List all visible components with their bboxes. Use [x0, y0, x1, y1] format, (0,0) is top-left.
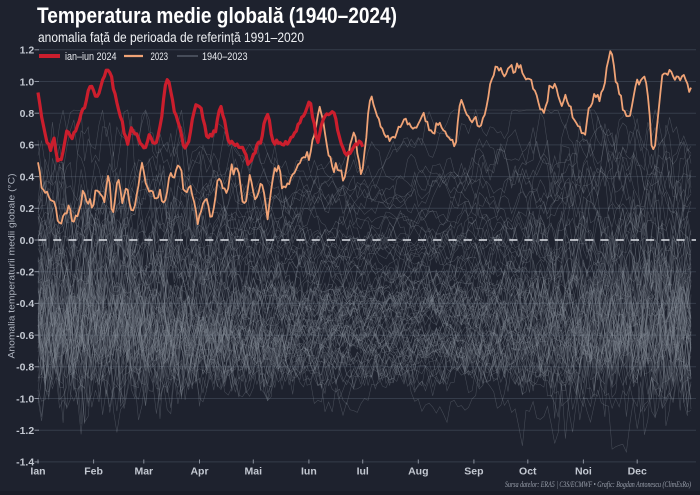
svg-text:-1.0: -1.0 [16, 393, 34, 405]
svg-text:Temperatura medie globală (194: Temperatura medie globală (1940–2024) [37, 3, 397, 28]
svg-text:0.0: 0.0 [20, 235, 35, 247]
svg-text:1.0: 1.0 [20, 76, 35, 88]
svg-text:Ian: Ian [30, 466, 45, 478]
svg-text:0.2: 0.2 [20, 203, 35, 215]
svg-text:0.4: 0.4 [20, 171, 35, 183]
svg-text:ian–iun 2024: ian–iun 2024 [65, 51, 117, 63]
svg-text:Mai: Mai [245, 466, 263, 478]
svg-text:anomalia față de perioada de r: anomalia față de perioada de referință 1… [38, 30, 304, 45]
svg-text:-0.2: -0.2 [16, 267, 34, 279]
svg-text:0.8: 0.8 [20, 108, 35, 120]
svg-text:Noi: Noi [575, 466, 592, 478]
svg-text:-1.4: -1.4 [16, 457, 34, 469]
svg-text:-1.2: -1.2 [16, 425, 34, 437]
svg-text:0.6: 0.6 [20, 140, 35, 152]
svg-text:-0.6: -0.6 [16, 330, 34, 342]
svg-text:Sursa datelor: ERA5 | C3S/ECMW: Sursa datelor: ERA5 | C3S/ECMWF • Grafic… [505, 479, 691, 489]
svg-text:Iul: Iul [357, 466, 369, 478]
svg-text:Aug: Aug [408, 466, 428, 478]
svg-text:Sep: Sep [464, 466, 483, 478]
svg-text:Mar: Mar [134, 466, 153, 478]
svg-text:2023: 2023 [151, 51, 169, 63]
svg-text:Feb: Feb [84, 466, 103, 478]
svg-text:1.2: 1.2 [20, 45, 35, 57]
svg-text:Iun: Iun [301, 466, 317, 478]
svg-text:Apr: Apr [190, 466, 208, 478]
svg-text:Dec: Dec [628, 466, 647, 478]
svg-text:1940–2023: 1940–2023 [202, 51, 248, 63]
svg-text:-0.8: -0.8 [16, 362, 34, 374]
svg-text:Anomalia temperaturii medii gl: Anomalia temperaturii medii globale (°C) [7, 174, 17, 359]
svg-text:Oct: Oct [519, 466, 537, 478]
svg-text:-0.4: -0.4 [16, 298, 34, 310]
